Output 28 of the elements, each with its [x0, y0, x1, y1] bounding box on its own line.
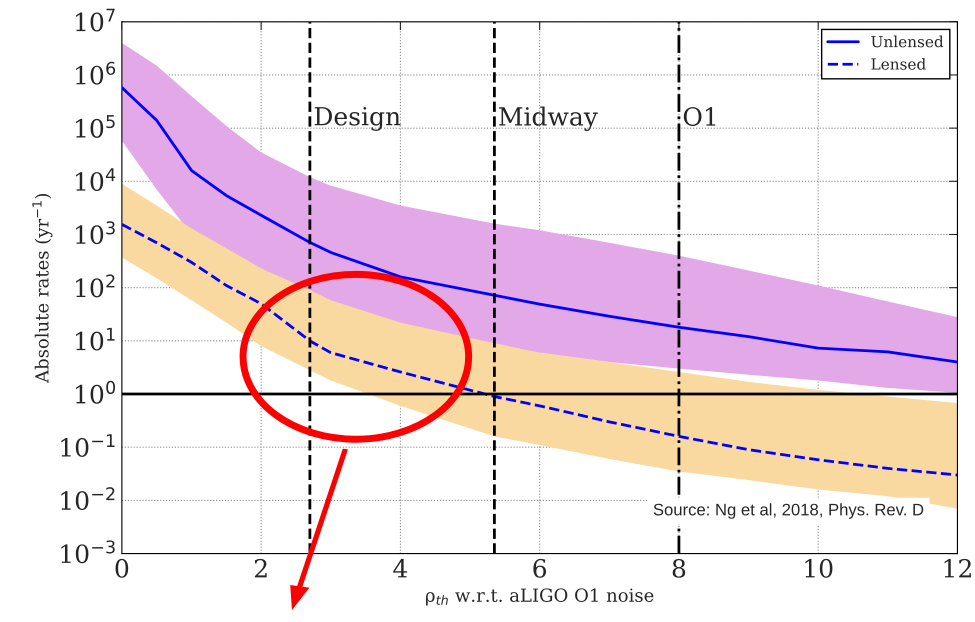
x-tick-label: 2 [254, 558, 267, 578]
x-tick-label: 10 [805, 558, 832, 578]
y-tick-label: 10$^{3}$ [76, 221, 115, 244]
y-tick-label: 10$^{5}$ [76, 115, 115, 138]
y-tick-label: 10$^{−2}$ [61, 487, 114, 510]
y-tick-label: 10$^{−1}$ [61, 434, 114, 457]
y-tick-label: 10$^{4}$ [76, 168, 116, 191]
ref-line-label: Design [314, 106, 400, 131]
y-axis-title: Absolute rates (yr$^{−1}$) [32, 194, 52, 384]
line-series [122, 222, 958, 476]
line-series [122, 86, 958, 364]
y-tick-label: 10$^{7}$ [76, 8, 115, 32]
x-tick-label: 0 [116, 558, 128, 578]
ref-line-label: O1 [684, 107, 716, 126]
legend-label: Unlensed [871, 36, 944, 48]
x-tick-label: 4 [393, 558, 408, 578]
y-tick-label: 10$^{2}$ [76, 274, 114, 298]
y-tick-label: 10$^{1}$ [76, 328, 115, 351]
x-tick-label: 8 [672, 558, 686, 578]
legend-label: Lensed [871, 58, 926, 70]
annotation: Source: Ng et al, 2018, Phys. Rev. D [654, 503, 924, 519]
y-tick-label: 10$^{−3}$ [61, 540, 115, 564]
y-tick-label: 10$^{6}$ [76, 62, 116, 85]
x-tick-label: 12 [944, 558, 971, 578]
y-tick-label: 10$^{0}$ [76, 380, 116, 404]
x-tick-label: 6 [533, 558, 546, 578]
ref-line-label: Midway [499, 106, 598, 132]
x-axis-title: ρ$_{th}$ w.r.t. aLIGO O1 noise [426, 588, 654, 606]
